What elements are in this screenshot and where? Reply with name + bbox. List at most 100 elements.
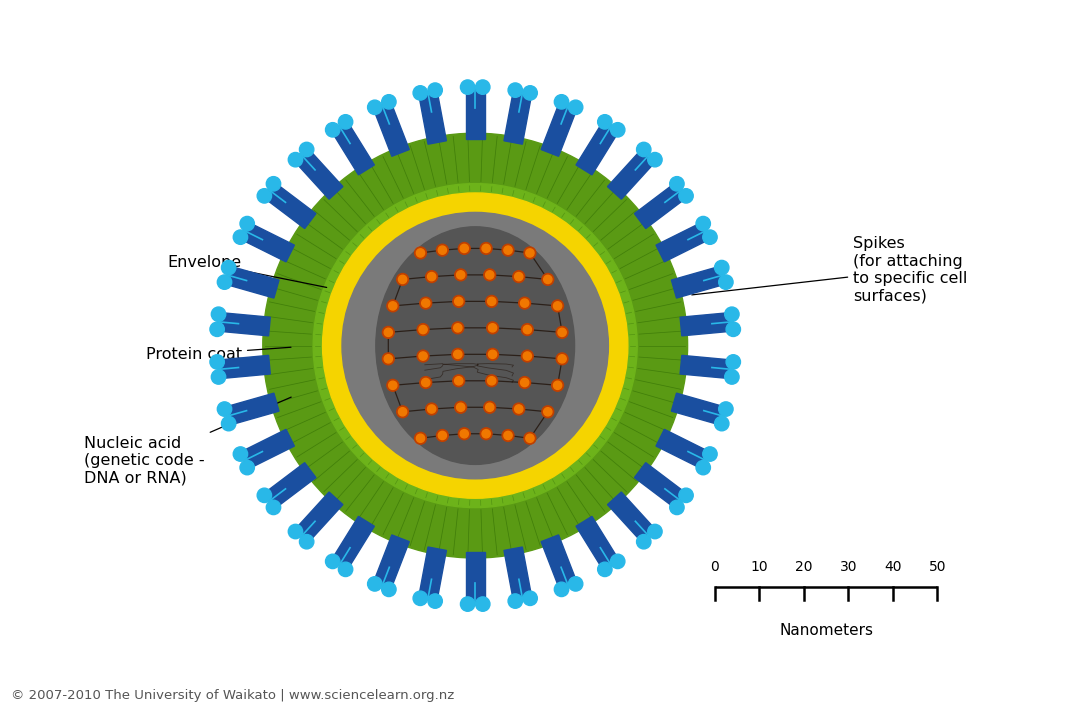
Circle shape: [542, 274, 554, 285]
Circle shape: [338, 114, 353, 129]
Circle shape: [417, 434, 424, 442]
Circle shape: [460, 430, 469, 438]
Polygon shape: [576, 121, 619, 175]
Polygon shape: [656, 429, 711, 469]
Circle shape: [725, 370, 739, 384]
Circle shape: [457, 403, 464, 411]
Circle shape: [257, 488, 271, 503]
Circle shape: [325, 554, 340, 569]
Polygon shape: [373, 102, 409, 156]
Circle shape: [508, 83, 523, 97]
Circle shape: [523, 86, 538, 100]
Polygon shape: [607, 492, 657, 543]
Circle shape: [454, 350, 462, 359]
Circle shape: [542, 406, 554, 418]
Circle shape: [338, 562, 353, 577]
Circle shape: [240, 217, 255, 231]
Circle shape: [421, 299, 430, 307]
Circle shape: [610, 122, 625, 137]
Circle shape: [475, 597, 490, 611]
Circle shape: [212, 370, 226, 384]
Circle shape: [413, 86, 428, 100]
Circle shape: [558, 328, 566, 336]
Polygon shape: [634, 463, 687, 509]
Polygon shape: [576, 516, 619, 570]
Circle shape: [438, 431, 446, 440]
Polygon shape: [656, 222, 711, 262]
Text: Nucleic acid
(genetic code -
DNA or RNA): Nucleic acid (genetic code - DNA or RNA): [84, 397, 292, 486]
Circle shape: [486, 271, 494, 279]
Text: Spikes
(for attaching
to specific cell
surfaces): Spikes (for attaching to specific cell s…: [692, 236, 968, 304]
Circle shape: [325, 122, 340, 137]
Circle shape: [718, 275, 733, 289]
Circle shape: [502, 244, 514, 256]
Text: 40: 40: [885, 560, 902, 574]
Circle shape: [504, 431, 512, 440]
Polygon shape: [264, 463, 316, 509]
Circle shape: [597, 562, 612, 577]
Circle shape: [299, 534, 314, 549]
Polygon shape: [672, 393, 727, 426]
Circle shape: [726, 355, 741, 369]
Polygon shape: [224, 393, 279, 426]
Circle shape: [457, 271, 464, 279]
Circle shape: [504, 246, 512, 254]
Circle shape: [556, 326, 568, 338]
Circle shape: [488, 324, 497, 332]
Circle shape: [415, 247, 427, 258]
Circle shape: [552, 300, 564, 312]
Circle shape: [522, 350, 534, 362]
Circle shape: [389, 381, 397, 390]
Circle shape: [715, 261, 729, 275]
Circle shape: [381, 582, 396, 597]
Polygon shape: [240, 429, 295, 469]
Circle shape: [488, 350, 497, 359]
Circle shape: [568, 100, 583, 114]
Circle shape: [718, 402, 733, 416]
Circle shape: [482, 430, 490, 438]
Circle shape: [396, 406, 408, 418]
Circle shape: [524, 432, 536, 444]
Polygon shape: [217, 312, 270, 336]
Circle shape: [526, 249, 534, 257]
Circle shape: [522, 324, 534, 336]
Circle shape: [387, 379, 399, 391]
Circle shape: [212, 307, 226, 321]
Circle shape: [610, 554, 625, 569]
Circle shape: [554, 94, 569, 109]
Circle shape: [487, 297, 496, 305]
Circle shape: [486, 375, 498, 387]
Text: 20: 20: [795, 560, 813, 574]
Circle shape: [703, 230, 717, 244]
Circle shape: [703, 447, 717, 462]
Polygon shape: [240, 222, 295, 262]
Circle shape: [382, 326, 394, 338]
Circle shape: [486, 295, 498, 307]
Circle shape: [210, 322, 225, 336]
Circle shape: [417, 249, 424, 257]
Circle shape: [543, 408, 552, 416]
Circle shape: [458, 428, 470, 440]
Circle shape: [521, 299, 529, 307]
Polygon shape: [541, 102, 578, 156]
Polygon shape: [373, 535, 409, 590]
Circle shape: [484, 401, 496, 413]
Circle shape: [210, 355, 225, 369]
Circle shape: [553, 302, 562, 310]
Circle shape: [670, 500, 684, 515]
Circle shape: [568, 577, 583, 591]
Polygon shape: [264, 182, 316, 228]
Text: 30: 30: [839, 560, 858, 574]
Polygon shape: [504, 90, 531, 144]
Circle shape: [518, 297, 530, 309]
Circle shape: [288, 153, 302, 167]
Polygon shape: [294, 148, 343, 199]
Circle shape: [523, 352, 531, 360]
Circle shape: [518, 377, 530, 388]
Polygon shape: [680, 356, 733, 379]
Circle shape: [417, 324, 429, 336]
Circle shape: [475, 80, 490, 94]
Circle shape: [455, 269, 467, 281]
Circle shape: [455, 401, 467, 413]
Circle shape: [389, 302, 397, 310]
